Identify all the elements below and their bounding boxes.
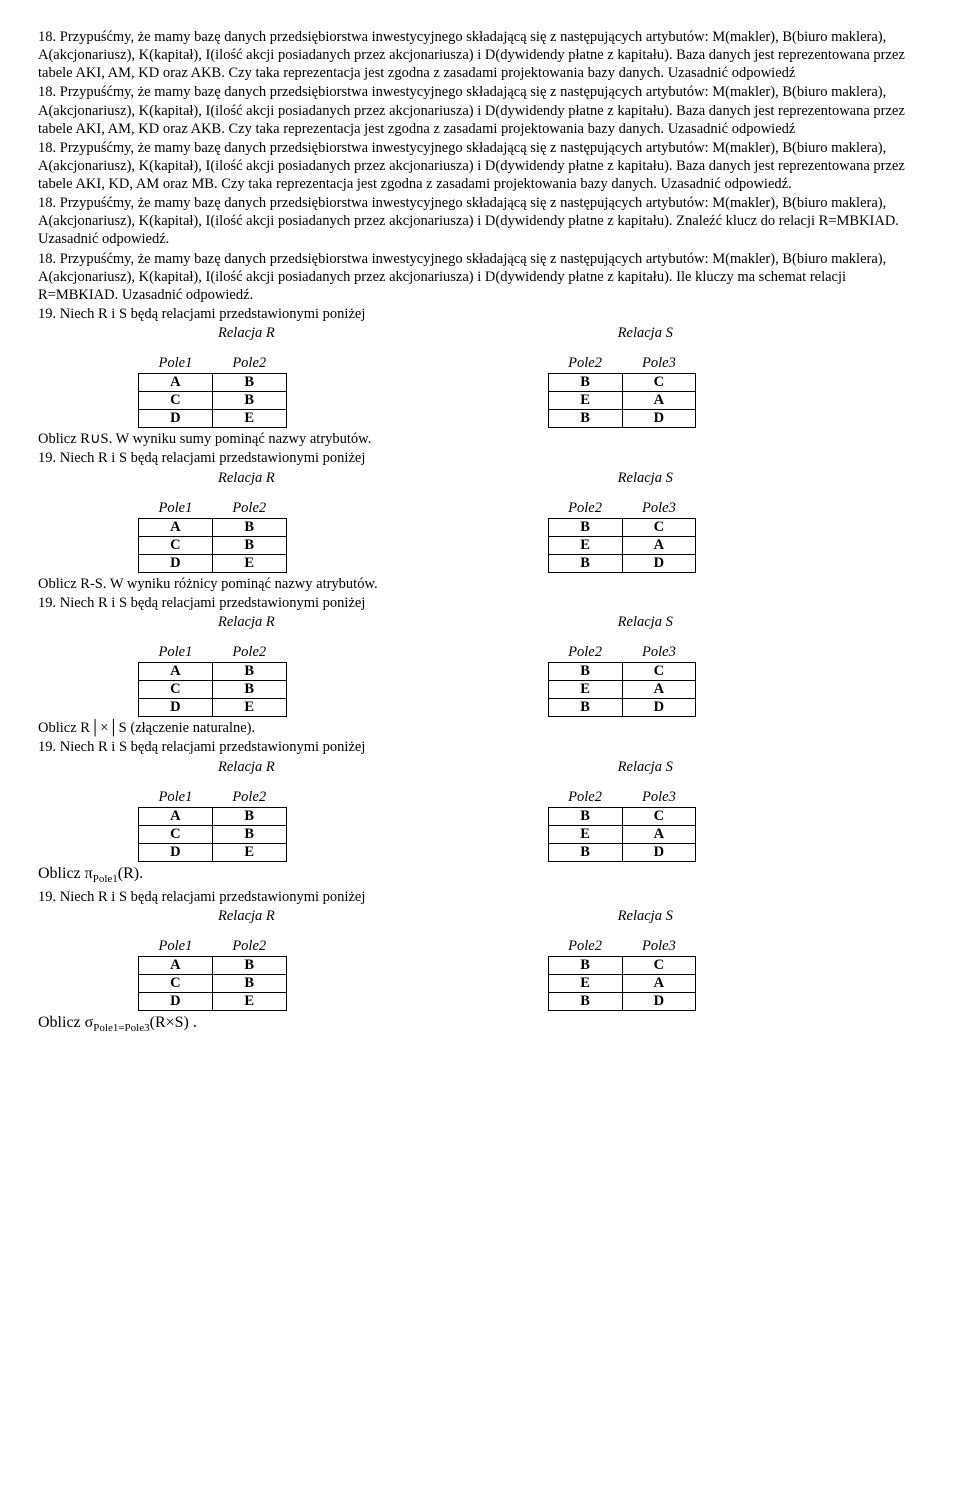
label-relacja-r: Relacja R [38,469,498,487]
table-row: CB [139,681,287,699]
table-row: EA [548,392,696,410]
table-row: DE [139,699,287,717]
q18-text-2: 18. Przypuśćmy, że mamy bazę danych prze… [38,83,922,137]
relation-tables-row-2: Pole1Pole2 AB CB DE Pole2Pole3 BC EA BD [38,497,922,575]
table-row: BC [548,518,696,536]
table-r-5: Pole1Pole2 AB CB DE [138,937,287,1011]
label-relacja-s: Relacja S [498,324,922,342]
table-row: EA [548,825,696,843]
table-r-4: Pole1Pole2 AB CB DE [138,788,287,862]
table-r-1: Pole1Pole2 AB CB DE [138,354,287,428]
table-row: BD [548,993,696,1011]
op-projection: Oblicz πPole1(R). [38,864,922,887]
table-row: CB [139,392,287,410]
table-row: EA [548,681,696,699]
th-s-pole3: Pole3 [622,354,696,374]
relation-tables-row-3: Pole1Pole2 AB CB DE Pole2Pole3 BC EA BD [38,641,922,719]
q19-intro-1: 19. Niech R i S będą relacjami przedstaw… [38,305,922,323]
table-row: BD [548,554,696,572]
label-relacja-s: Relacja S [498,907,922,925]
table-row: DE [139,554,287,572]
th-r-pole1: Pole1 [139,354,213,374]
op-diff: Oblicz R-S. W wyniku różnicy pominąć naz… [38,575,922,593]
q18-text-1: 18. Przypuśćmy, że mamy bazę danych prze… [38,28,922,82]
table-s-2: Pole2Pole3 BC EA BD [548,499,697,573]
table-s-3: Pole2Pole3 BC EA BD [548,643,697,717]
table-row: DE [139,410,287,428]
label-relacja-s: Relacja S [498,613,922,631]
table-row: DE [139,993,287,1011]
label-relacja-r: Relacja R [38,907,498,925]
relation-labels-row: Relacja R Relacja S [38,758,922,776]
op-join: Oblicz R│×│S (złączenie naturalne). [38,719,922,737]
relation-tables-row-5: Pole1Pole2 AB CB DE Pole2Pole3 BC EA BD [38,935,922,1013]
table-row: BC [548,807,696,825]
table-s-5: Pole2Pole3 BC EA BD [548,937,697,1011]
table-row: BC [548,663,696,681]
table-row: AB [139,957,287,975]
label-relacja-r: Relacja R [38,758,498,776]
relation-tables-row-4: Pole1Pole2 AB CB DE Pole2Pole3 BC EA BD [38,786,922,864]
table-s-1: Pole2Pole3 BC EA BD [548,354,697,428]
relation-tables-row-1: Pole1Pole2 AB CB DE Pole2Pole3 BC EA BD [38,352,922,430]
th-s-pole2: Pole2 [548,354,622,374]
table-row: DE [139,843,287,861]
table-row: CB [139,536,287,554]
op-union: Oblicz R∪S. W wyniku sumy pominąć nazwy … [38,430,922,448]
q19-intro-4: 19. Niech R i S będą relacjami przedstaw… [38,738,922,756]
table-row: AB [139,374,287,392]
table-row: CB [139,825,287,843]
label-relacja-s: Relacja S [498,758,922,776]
table-row: BD [548,410,696,428]
th-r-pole2: Pole2 [212,354,286,374]
relation-labels-row: Relacja R Relacja S [38,907,922,925]
table-row: CB [139,975,287,993]
table-r-2: Pole1Pole2 AB CB DE [138,499,287,573]
q18-text-4: 18. Przypuśćmy, że mamy bazę danych prze… [38,194,922,248]
table-row: EA [548,536,696,554]
q19-intro-3: 19. Niech R i S będą relacjami przedstaw… [38,594,922,612]
label-relacja-s: Relacja S [498,469,922,487]
q19-intro-2: 19. Niech R i S będą relacjami przedstaw… [38,449,922,467]
label-relacja-r: Relacja R [38,613,498,631]
q18-text-3: 18. Przypuśćmy, że mamy bazę danych prze… [38,139,922,193]
table-s-4: Pole2Pole3 BC EA BD [548,788,697,862]
relation-labels-row: Relacja R Relacja S [38,469,922,487]
relation-labels-row: Relacja R Relacja S [38,324,922,342]
table-row: AB [139,518,287,536]
table-row: AB [139,807,287,825]
q18-text-5: 18. Przypuśćmy, że mamy bazę danych prze… [38,250,922,304]
table-r-3: Pole1Pole2 AB CB DE [138,643,287,717]
table-row: EA [548,975,696,993]
q19-intro-5: 19. Niech R i S będą relacjami przedstaw… [38,888,922,906]
table-row: AB [139,663,287,681]
table-row: BD [548,843,696,861]
relation-labels-row: Relacja R Relacja S [38,613,922,631]
op-selection: Oblicz σPole1=Pole3(R×S) . [38,1013,922,1036]
table-row: BC [548,374,696,392]
table-row: BD [548,699,696,717]
table-row: BC [548,957,696,975]
label-relacja-r: Relacja R [38,324,498,342]
